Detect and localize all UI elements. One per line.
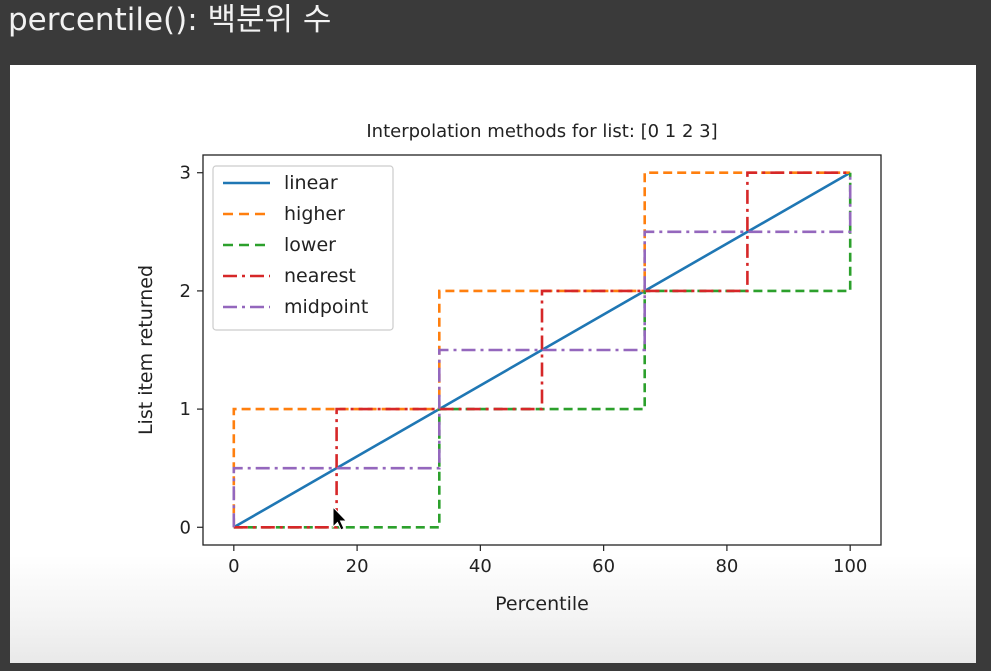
interpolation-chart: 0 20 40 60 80 100 0 1 2 3 Interpolation methods … — [135, 121, 882, 615]
x-tick-label: 80 — [715, 556, 738, 577]
x-tick-label: 100 — [833, 556, 867, 577]
x-tick-label: 60 — [592, 556, 615, 577]
x-axis: 0 20 40 60 80 100 — [228, 545, 867, 577]
legend-frame — [212, 165, 394, 331]
series-layer — [232, 171, 852, 529]
legend-label-nearest: nearest — [284, 265, 356, 287]
y-tick-label: 0 — [180, 517, 191, 538]
legend-label-linear: linear — [284, 172, 338, 194]
y-tick-label: 3 — [180, 163, 191, 184]
y-tick-label: 1 — [180, 399, 191, 420]
y-axis: 0 1 2 3 — [180, 163, 203, 538]
legend-label-midpoint: midpoint — [284, 296, 368, 318]
y-tick-label: 2 — [180, 281, 191, 302]
series-linear-line — [233, 171, 851, 529]
series-nearest-line — [233, 171, 851, 529]
x-tick-label: 20 — [346, 556, 369, 577]
legend-label-lower: lower — [284, 234, 336, 256]
slide-title: percentile(): 백분위 수 — [8, 2, 332, 38]
y-axis-label: List item returned — [135, 265, 157, 435]
legend: linear higher lower nearest midpoint — [212, 165, 394, 331]
figure-panel: 0 20 40 60 80 100 0 1 2 3 Interpolation methods … — [10, 65, 976, 663]
mouse-cursor-icon — [332, 505, 348, 531]
x-axis-label: Percentile — [495, 593, 589, 615]
x-tick-label: 0 — [228, 556, 239, 577]
chart-title: Interpolation methods for list: [0 1 2 3… — [366, 121, 717, 142]
x-tick-label: 40 — [469, 556, 492, 577]
series-higher-line — [232, 171, 851, 528]
series-midpoint-line — [232, 172, 852, 528]
legend-label-higher: higher — [284, 203, 345, 225]
